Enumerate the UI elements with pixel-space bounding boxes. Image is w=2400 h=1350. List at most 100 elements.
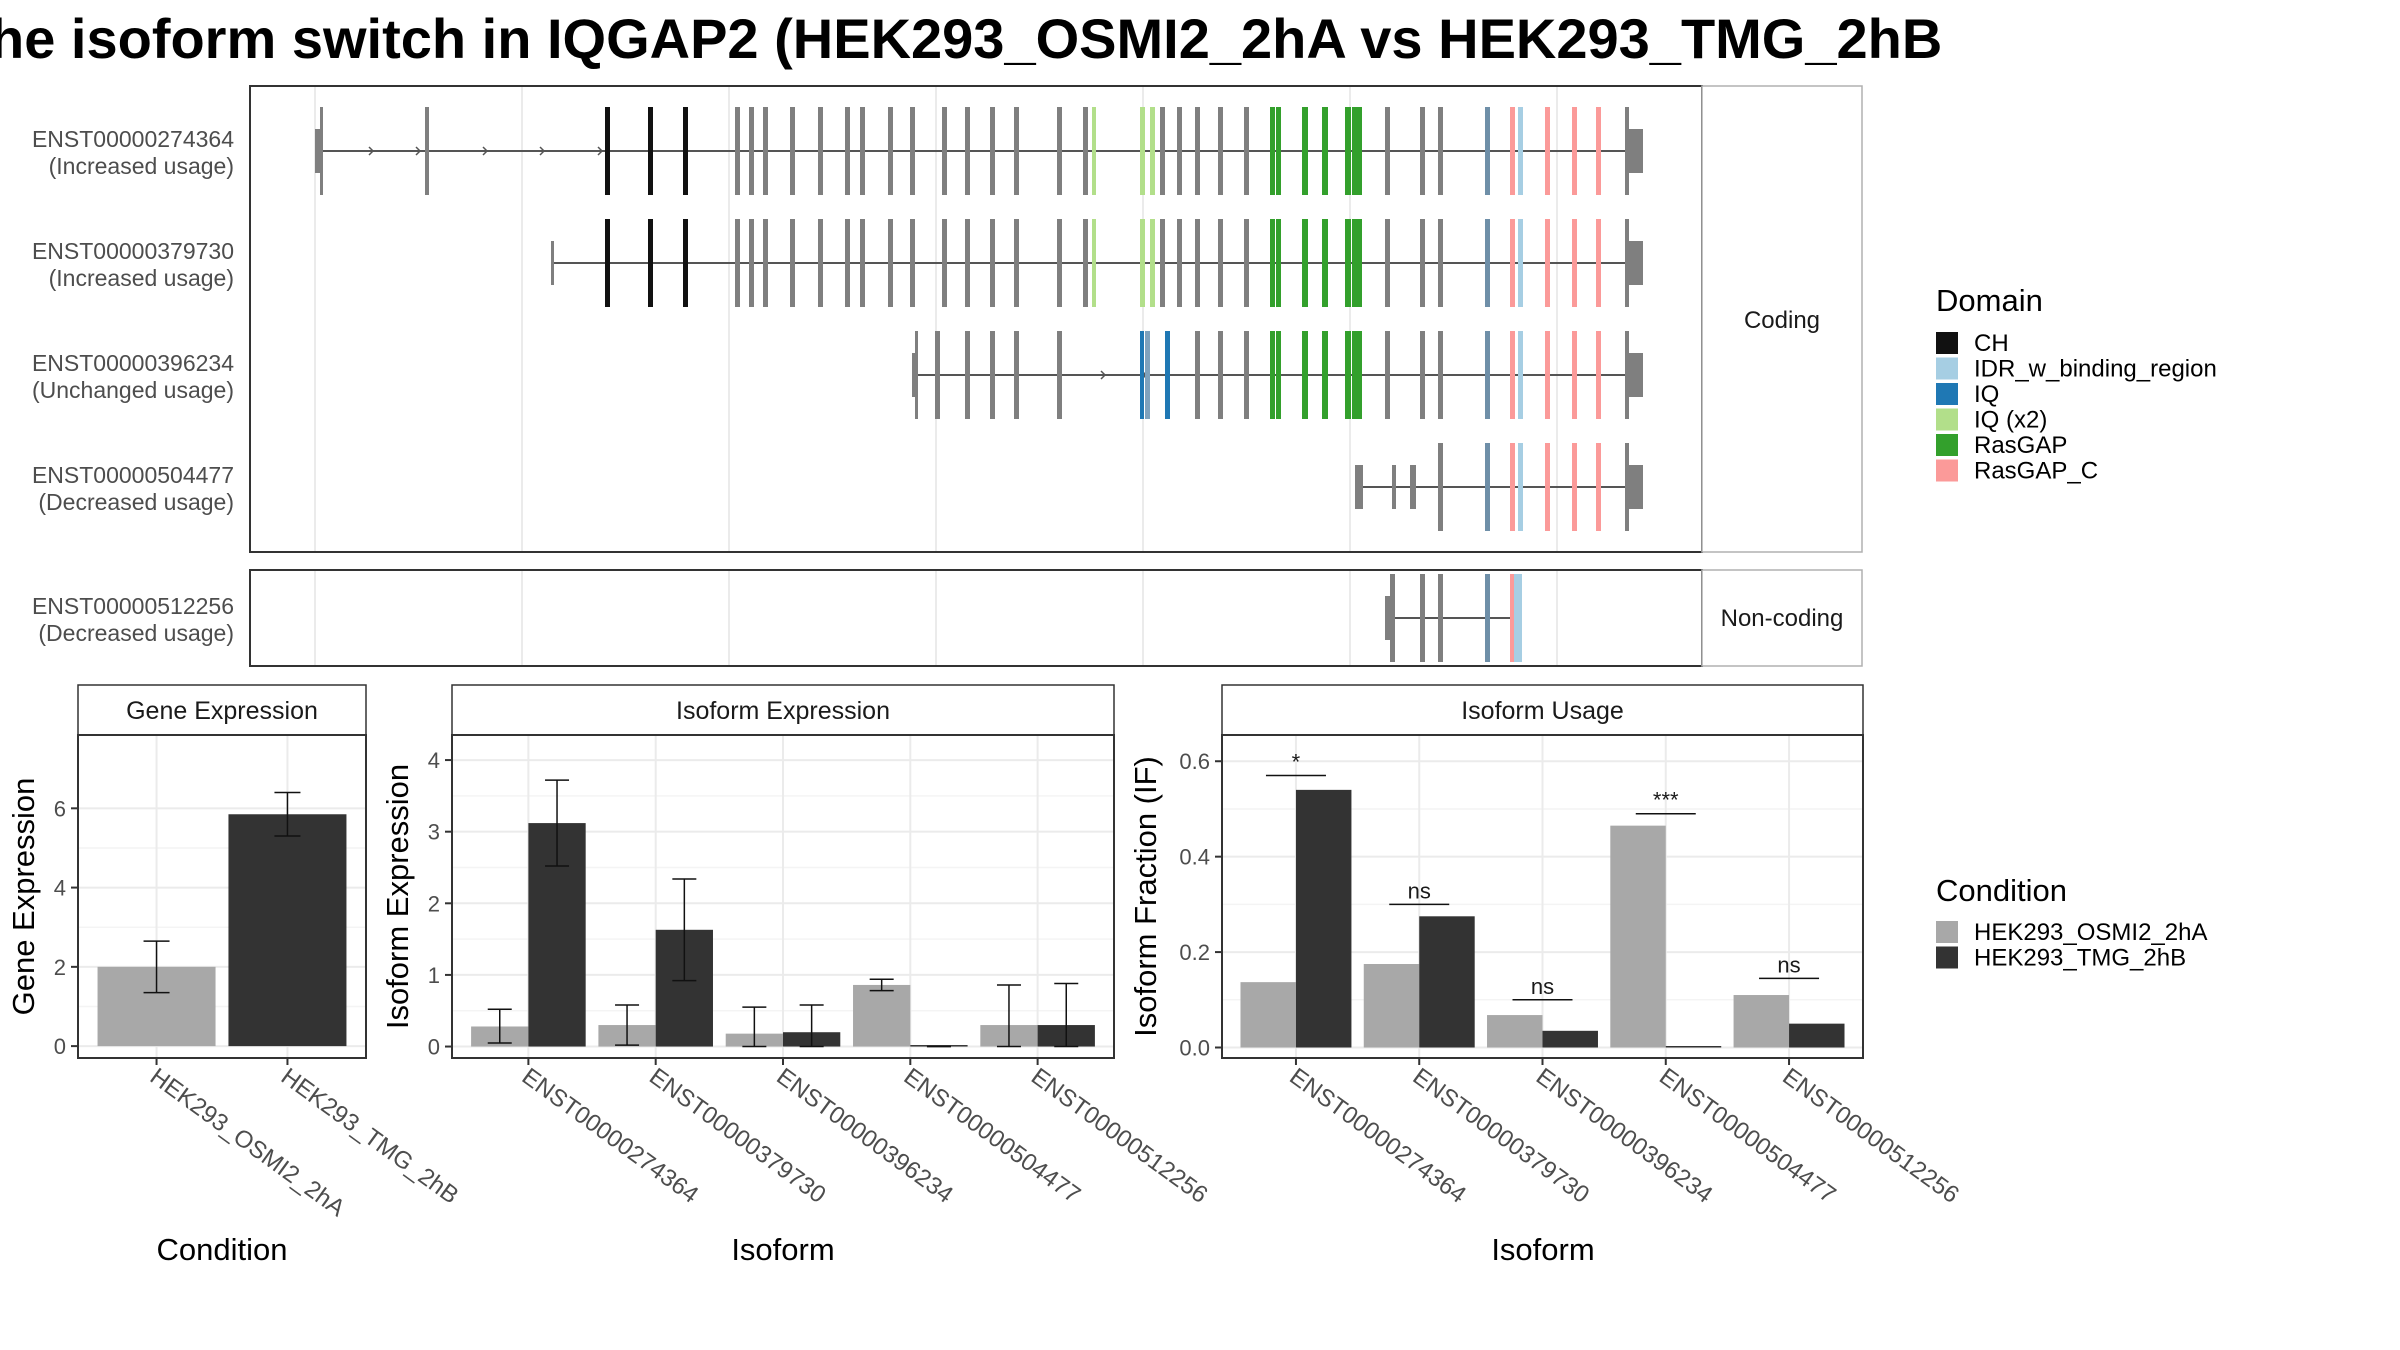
transcript-usage-label: (Increased usage) [49, 265, 234, 291]
transcript-1-exon [790, 107, 795, 195]
transcript-1-exon [1572, 107, 1577, 195]
transcript-usage-label: (Unchanged usage) [32, 377, 234, 403]
bar-condition-a [1363, 964, 1420, 1048]
chart-y-tick-label: 0.4 [1179, 845, 1210, 870]
transcript-1-strand-arrow [368, 146, 375, 156]
transcript-3-exon [1322, 331, 1328, 419]
transcript-3-exon [935, 331, 940, 419]
strip-coding-label: Coding [1744, 307, 1820, 334]
transcript-3-exon [1572, 331, 1577, 419]
chart-y-axis-title: Isoform Fraction (IF) [1128, 756, 1163, 1037]
transcript-1-exon [1420, 107, 1425, 195]
transcript-1-exon [1092, 107, 1096, 195]
legend-swatch-condition-1 [1936, 921, 1958, 943]
chart-y-tick-label: 0.0 [1179, 1036, 1210, 1061]
transcript-2-exon [860, 219, 865, 307]
transcript-2-exon [1150, 219, 1155, 307]
legend-swatch-iq [1936, 383, 1958, 405]
transcript-4-exon [1518, 443, 1523, 531]
transcript-3-exon [1244, 331, 1249, 419]
bar-condition-b [1789, 1023, 1845, 1048]
transcript-1-exon [648, 107, 653, 195]
transcript-2-exon [1518, 219, 1523, 307]
legend-domain-item-label: RasGAP_C [1974, 458, 2098, 485]
transcript-2-exon [1596, 219, 1601, 307]
transcript-1-exon [1629, 129, 1643, 173]
transcript-id-label: ENST00000396234 [32, 350, 234, 376]
transcript-3-exon [1485, 331, 1490, 419]
chart-x-axis-title: Isoform [1491, 1232, 1594, 1267]
chart-title: Isoform Expression [676, 697, 890, 725]
legend-domain-item-label: RasGAP [1974, 432, 2067, 459]
transcript-2-exon [1438, 219, 1443, 307]
transcript-4-exon [1545, 443, 1550, 531]
transcript-3-exon [912, 353, 917, 397]
chart-y-tick-label: 3 [428, 820, 440, 845]
transcript-3-exon [1145, 331, 1150, 419]
transcript-2-exon [683, 219, 688, 307]
transcript-4-exon [1485, 443, 1490, 531]
legend-swatch-ch [1936, 332, 1958, 354]
transcript-3-exon [1629, 353, 1643, 397]
bar-condition-b [1295, 789, 1352, 1048]
transcript-usage-label: (Decreased usage) [38, 620, 234, 646]
transcript-1-exon [735, 107, 740, 195]
transcript-2-exon [1083, 219, 1088, 307]
transcript-2-exon [1276, 219, 1281, 307]
legend-swatch-iq-x2- [1936, 408, 1958, 431]
bar-condition-a [1610, 825, 1666, 1048]
transcript-4-exon [1596, 443, 1601, 531]
legend-domain-item-label: IQ [1974, 381, 1999, 408]
transcript-3-exon [1345, 331, 1351, 419]
transcript-1-exon [1322, 107, 1328, 195]
transcript-id-label: ENST00000274364 [32, 126, 234, 152]
transcript-2-exon [818, 219, 823, 307]
transcript-structure-panel: CodingNon-codingENST00000274364(Increase… [32, 85, 1863, 667]
transcript-2-exon [1625, 219, 1629, 307]
transcript-1-exon [860, 107, 865, 195]
transcript-1-exon [1302, 107, 1308, 195]
transcript-2-exon [1385, 219, 1390, 307]
transcript-2-exon [1345, 219, 1351, 307]
transcript-usage-label: (Decreased usage) [38, 489, 234, 515]
transcript-3-exon [1218, 331, 1223, 419]
transcript-4-exon [1392, 465, 1396, 509]
transcript-2-exon [990, 219, 995, 307]
transcript-2-exon [1195, 219, 1200, 307]
transcript-1-exon [845, 107, 850, 195]
transcript-1-exon [1270, 107, 1275, 195]
transcript-3-exon [1276, 331, 1281, 419]
transcript-1-exon [1244, 107, 1249, 195]
significance-label: ns [1777, 952, 1800, 977]
transcript-1-exon [763, 107, 768, 195]
transcript-2-exon [1244, 219, 1249, 307]
chart-y-tick-label: 4 [54, 876, 66, 901]
transcript-5-exon [1485, 574, 1490, 662]
transcript-2-exon [1302, 219, 1308, 307]
transcript-3-strand-arrow [1100, 370, 1107, 380]
transcript-3-exon [1438, 331, 1443, 419]
transcript-3-exon [1014, 331, 1019, 419]
transcript-2-exon [1572, 219, 1577, 307]
chart-y-axis-title: Isoform Expression [380, 764, 415, 1029]
bar-condition-a [853, 984, 911, 1047]
significance-label: *** [1653, 788, 1679, 813]
transcript-2-exon [910, 219, 915, 307]
strip-coding-box [1701, 85, 1863, 553]
bar-condition-b [1419, 916, 1475, 1048]
transcript-3-exon [1625, 331, 1629, 419]
chart-x-axis-title: Condition [157, 1232, 288, 1267]
transcript-2-exon [965, 219, 970, 307]
transcript-1-exon [1150, 107, 1155, 195]
transcript-4-exon [1438, 443, 1443, 531]
significance-label: ns [1408, 878, 1431, 903]
legend-swatch-rasgap [1936, 434, 1958, 456]
transcript-2-exon [942, 219, 947, 307]
transcript-4-exon [1625, 443, 1629, 531]
transcript-2-exon [648, 219, 653, 307]
transcript-1-exon [1140, 107, 1145, 195]
chart-y-tick-label: 2 [54, 955, 66, 980]
transcript-1-exon [1385, 107, 1390, 195]
transcript-1-exon [1596, 107, 1601, 195]
